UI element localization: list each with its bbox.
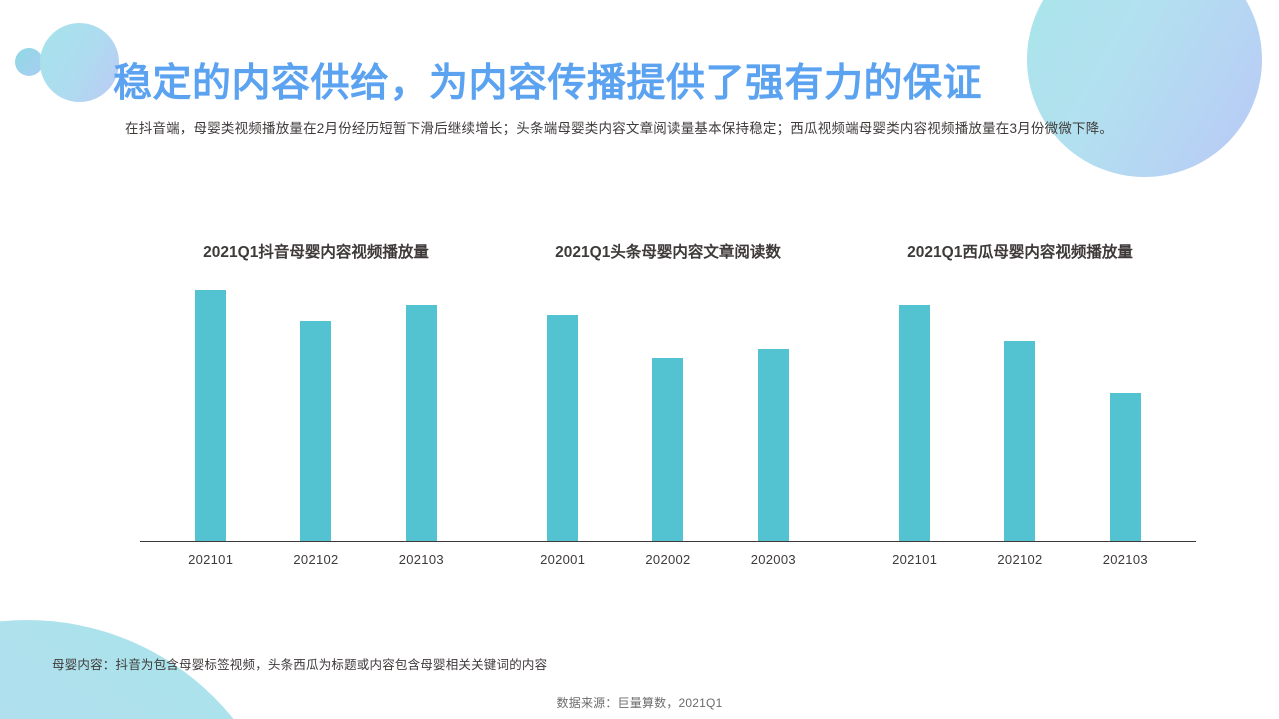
page-title: 稳定的内容供给，为内容传播提供了强有力的保证 <box>113 62 983 106</box>
x-tick-label: 202101 <box>892 552 938 567</box>
chart-panel-douyin: 2021Q1抖音母婴内容视频播放量 202101 202102 <box>140 232 492 602</box>
bar-group <box>369 272 474 541</box>
x-tick-label: 202101 <box>188 552 234 567</box>
chart-title: 2021Q1头条母婴内容文章阅读数 <box>555 244 781 261</box>
bar[interactable] <box>652 357 684 541</box>
bar[interactable] <box>300 321 332 541</box>
footnote: 母婴内容：抖音为包含母婴标签视频，头条西瓜为标题或内容包含母婴相关关键词的内容 <box>52 658 548 672</box>
chart-panel-xigua: 2021Q1西瓜母婴内容视频播放量 202101 202102 <box>844 232 1196 602</box>
x-axis-tick-labels: 202101 202102 202103 <box>140 543 492 571</box>
bar[interactable] <box>1109 393 1141 541</box>
bar-group <box>510 272 615 541</box>
x-axis-line <box>140 540 492 542</box>
bar-group <box>967 272 1072 541</box>
x-axis-tick-labels: 202001 202002 202003 <box>492 543 844 571</box>
bar[interactable] <box>195 290 227 541</box>
chart-title: 2021Q1抖音母婴内容视频播放量 <box>203 244 429 261</box>
bars-container <box>140 272 492 541</box>
bar[interactable] <box>757 348 789 541</box>
x-axis-line <box>844 540 1196 542</box>
plot-area: 202001 202002 202003 <box>492 272 844 571</box>
bar[interactable] <box>899 304 931 541</box>
chart-title: 2021Q1西瓜母婴内容视频播放量 <box>907 244 1133 261</box>
plot-area: 202101 202102 202103 <box>844 272 1196 571</box>
intro-paragraph: 在抖音端，母婴类视频播放量在2月份经历短暂下滑后继续增长；头条端母婴类内容文章阅… <box>125 120 1114 136</box>
bar-group <box>1073 272 1178 541</box>
bars-container <box>844 272 1196 541</box>
data-source-label: 数据来源：巨量算数，2021Q1 <box>556 696 723 710</box>
bar[interactable] <box>1004 341 1036 541</box>
x-tick-label: 202102 <box>293 552 339 567</box>
charts-row: 2021Q1抖音母婴内容视频播放量 202101 202102 <box>0 232 1279 602</box>
x-tick-label: 202001 <box>540 552 586 567</box>
x-tick-label: 202002 <box>645 552 691 567</box>
bar-group <box>862 272 967 541</box>
x-tick-label: 202003 <box>750 552 796 567</box>
plot-area: 202101 202102 202103 <box>140 272 492 571</box>
x-axis-tick-labels: 202101 202102 202103 <box>844 543 1196 571</box>
chart-panel-toutiao: 2021Q1头条母婴内容文章阅读数 202001 202002 <box>492 232 844 602</box>
bar[interactable] <box>547 315 579 541</box>
bar[interactable] <box>405 304 437 541</box>
bars-container <box>492 272 844 541</box>
bar-group <box>158 272 263 541</box>
x-tick-label: 202102 <box>997 552 1043 567</box>
x-tick-label: 202103 <box>1102 552 1148 567</box>
x-tick-label: 202103 <box>398 552 444 567</box>
x-axis-line <box>492 540 844 542</box>
bar-group <box>263 272 368 541</box>
bar-group <box>721 272 826 541</box>
bar-group <box>615 272 720 541</box>
